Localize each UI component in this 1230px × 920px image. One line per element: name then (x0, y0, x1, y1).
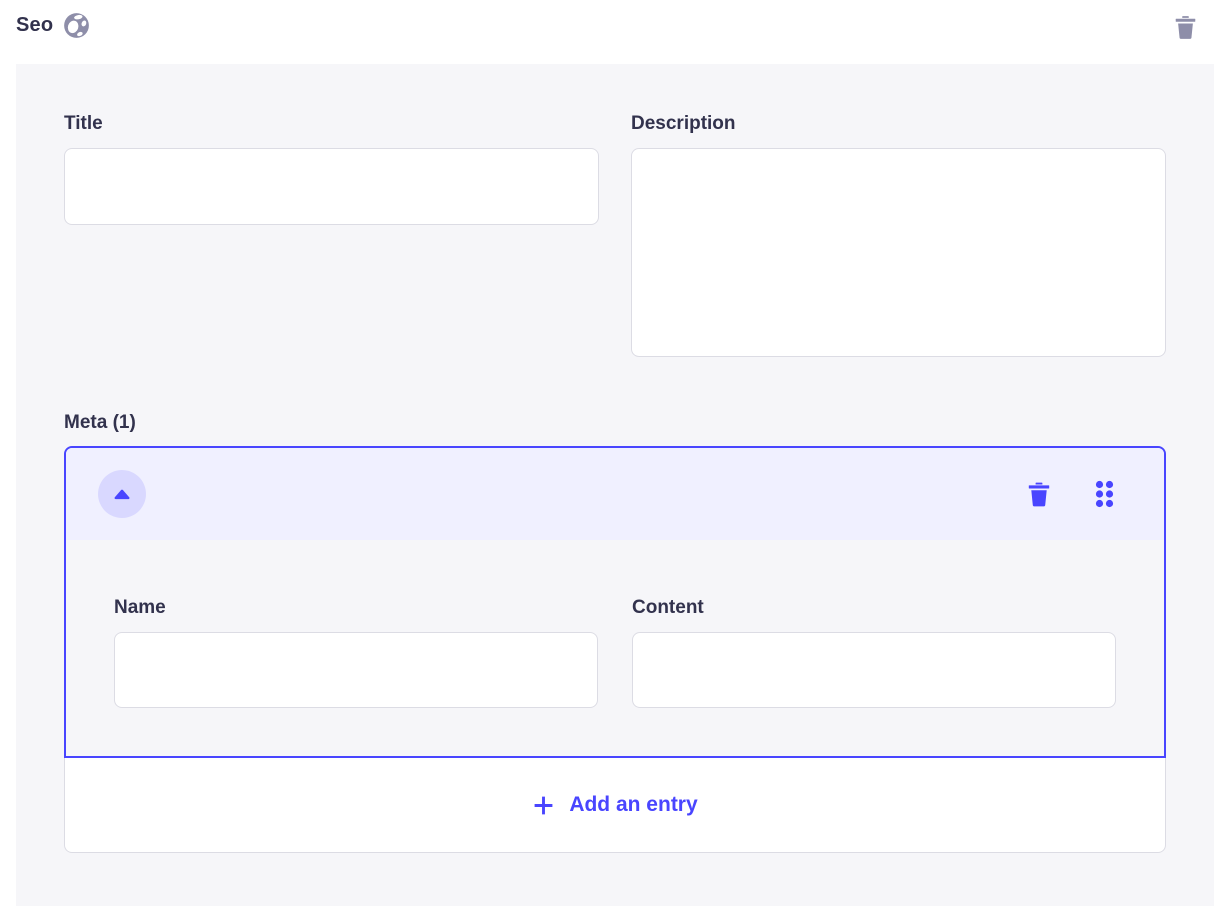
drag-handle[interactable] (1095, 480, 1114, 508)
drag-dots-icon (1095, 480, 1114, 508)
delete-entry-button[interactable] (1027, 481, 1051, 507)
description-field: Description (631, 112, 1166, 357)
name-field: Name (114, 596, 598, 708)
plus-icon (532, 794, 555, 817)
globe-icon (63, 12, 90, 39)
delete-component-button[interactable] (1174, 14, 1197, 40)
add-entry-button[interactable]: Add an entry (64, 758, 1166, 853)
title-input[interactable] (64, 148, 599, 225)
caret-up-icon (113, 488, 131, 501)
name-input[interactable] (114, 632, 598, 708)
trash-icon (1027, 481, 1051, 507)
component-title-row: Seo (16, 12, 90, 39)
content-field: Content (632, 596, 1116, 708)
component-header: Seo (0, 0, 1230, 64)
content-input[interactable] (632, 632, 1116, 708)
description-label: Description (631, 113, 736, 134)
meta-field-label: Meta (1) (64, 412, 136, 433)
add-entry-label: Add an entry (569, 793, 698, 816)
title-field: Title (64, 112, 599, 225)
component-title: Seo (16, 14, 54, 36)
meta-entry: Name Content (64, 446, 1166, 758)
description-input[interactable] (631, 148, 1166, 357)
meta-entry-fields-row: Name Content (114, 596, 1116, 708)
component-body-panel: Title Description Meta (1) (16, 64, 1214, 906)
trash-icon (1174, 14, 1197, 40)
entry-actions (1027, 480, 1114, 508)
content-label: Content (632, 597, 704, 618)
title-label: Title (64, 113, 103, 134)
collapse-entry-button[interactable] (98, 470, 146, 518)
name-label: Name (114, 597, 166, 618)
meta-entry-header[interactable] (66, 448, 1164, 540)
seo-fields-row: Title Description (64, 112, 1166, 357)
meta-entry-body: Name Content (66, 540, 1164, 756)
meta-repeatable-component: Name Content Add an e (64, 446, 1166, 853)
